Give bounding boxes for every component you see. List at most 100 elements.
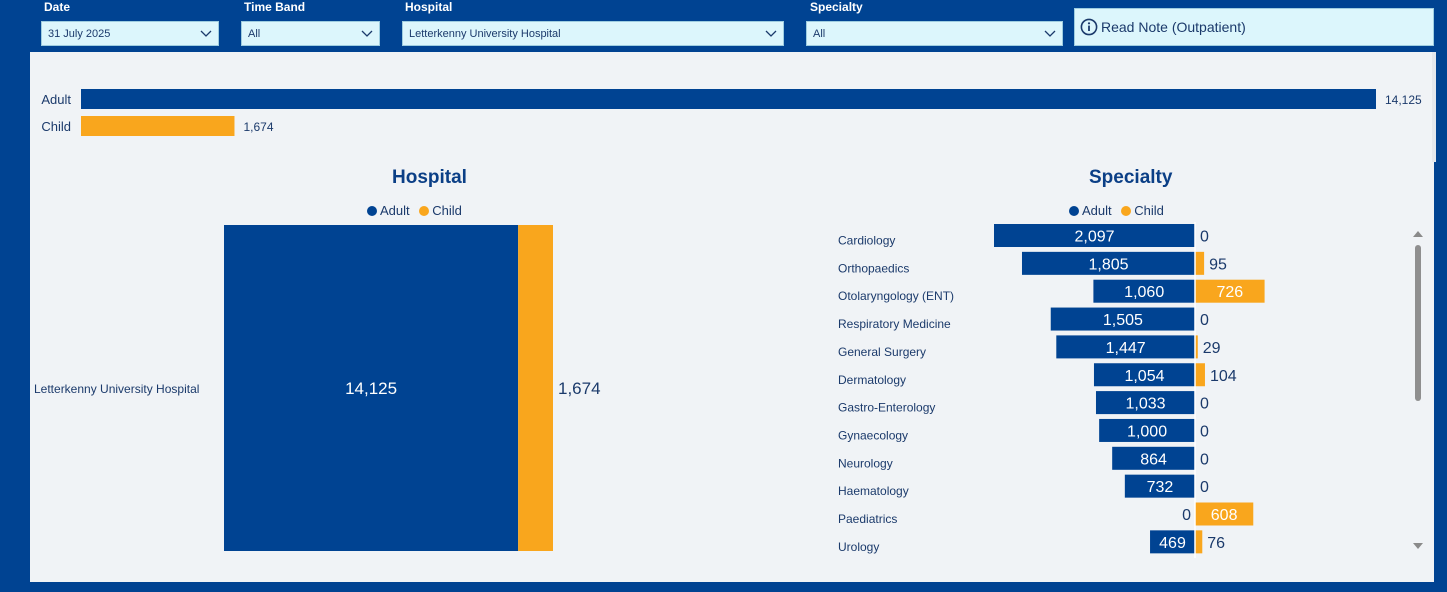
specialty-child-value-label: 0: [1200, 312, 1209, 329]
time-band-dropdown[interactable]: All: [241, 21, 380, 46]
time-band-dropdown-value: All: [248, 28, 261, 40]
specialty-child-value-label: 104: [1210, 368, 1237, 385]
specialty-scrollbar[interactable]: [1410, 225, 1426, 555]
hospital-dropdown-value: Letterkenny University Hospital: [409, 28, 561, 40]
specialty-child-value-label: 0: [1200, 423, 1209, 440]
specialty-bar-child[interactable]: [1195, 502, 1254, 526]
hospital-adult-value-label: 14,125: [345, 379, 397, 398]
specialty-bar-adult[interactable]: [1093, 279, 1195, 303]
specialty-bar-adult[interactable]: [1056, 335, 1195, 359]
specialty-adult-value-label: 1,447: [1106, 340, 1146, 357]
summary-category-label: Adult: [41, 92, 71, 107]
specialty-chart-title: Specialty: [1089, 167, 1173, 188]
scroll-up-icon[interactable]: [1413, 231, 1423, 237]
specialty-category-label: Haematology: [838, 484, 909, 498]
filter-date: Date: [44, 0, 70, 18]
specialty-bar-adult[interactable]: [1150, 530, 1195, 554]
legend-child-label: Child: [1134, 203, 1164, 218]
legend-child-dot: [419, 206, 430, 216]
specialty-adult-value-label: 1,033: [1125, 396, 1165, 413]
specialty-bar-child[interactable]: [1195, 530, 1203, 554]
date-dropdown[interactable]: 31 July 2025: [41, 21, 219, 46]
filter-time-band-label: Time Band: [244, 0, 306, 14]
specialty-dropdown-value: All: [813, 28, 826, 40]
info-icon: [1080, 18, 1098, 36]
specialty-child-value-label: 0: [1200, 479, 1209, 496]
hospital-dropdown[interactable]: Letterkenny University Hospital: [402, 21, 784, 46]
summary-bar-chart: Adult 14,125 Child 1,674: [41, 89, 1422, 136]
specialty-category-label: Gastro-Enterology: [838, 401, 935, 415]
specialty-category-label: Cardiology: [838, 234, 895, 248]
specialty-child-value-label: 0: [1200, 396, 1209, 413]
specialty-bar-child[interactable]: [1195, 251, 1205, 275]
specialty-bar-adult[interactable]: [1021, 251, 1195, 275]
specialty-bar-child[interactable]: [1195, 335, 1198, 359]
hospital-bar-adult[interactable]: [224, 225, 519, 551]
specialty-bar-child[interactable]: [1195, 279, 1265, 303]
hospital-category-label: Letterkenny University Hospital: [34, 382, 199, 396]
panel-edge: [1432, 52, 1436, 162]
legend-child-dot: [1121, 206, 1132, 216]
specialty-child-value-label: 726: [1216, 284, 1243, 301]
specialty-bar-adult[interactable]: [1112, 446, 1195, 470]
specialty-adult-value-label: 1,000: [1127, 423, 1167, 440]
specialty-bar-adult[interactable]: [1095, 391, 1195, 415]
specialty-adult-value-label: 469: [1159, 535, 1186, 552]
hospital-stacked-chart: Letterkenny University Hospital 14,125 1,6…: [34, 225, 601, 551]
chevron-down-icon: [361, 30, 373, 37]
hospital-chart-legend: Adult Child: [367, 203, 462, 218]
specialty-diverging-chart: Cardiology 2,097 0 Orthopaedics 1,805 95 Otola…: [838, 222, 1265, 558]
specialty-bar-adult[interactable]: [1093, 363, 1195, 387]
legend-adult-dot: [1069, 206, 1079, 216]
specialty-dropdown[interactable]: All: [806, 21, 1063, 46]
chevron-down-icon: [1044, 30, 1056, 37]
summary-value-label: 14,125: [1385, 93, 1422, 107]
specialty-adult-value-label: 732: [1147, 479, 1174, 496]
specialty-category-label: Orthopaedics: [838, 261, 909, 275]
specialty-adult-value-label: 864: [1140, 451, 1167, 468]
filter-hospital: Hospital: [405, 0, 452, 18]
summary-value-label: 1,674: [243, 120, 273, 134]
specialty-category-label: General Surgery: [838, 345, 926, 359]
filter-hospital-label: Hospital: [405, 0, 453, 14]
specialty-bar-adult[interactable]: [994, 224, 1195, 247]
specialty-adult-value-label: 1,805: [1088, 256, 1128, 273]
specialty-category-label: Otolaryngology (ENT): [838, 289, 954, 303]
specialty-bar-adult[interactable]: [1050, 307, 1195, 331]
specialty-category-label: Gynaecology: [838, 428, 908, 442]
filter-time-band: Time Band: [244, 0, 305, 18]
specialty-adult-value-label: 1,060: [1124, 284, 1164, 301]
legend-adult-label: Adult: [380, 203, 410, 218]
specialty-child-value-label: 76: [1207, 535, 1225, 552]
specialty-chart-legend: Adult Child: [1069, 203, 1164, 218]
specialty-child-value-label: 29: [1203, 340, 1221, 357]
specialty-child-value-label: 608: [1211, 507, 1238, 524]
specialty-child-value-label: 0: [1200, 451, 1209, 468]
hospital-child-value-label: 1,674: [558, 379, 601, 398]
scroll-down-icon[interactable]: [1413, 543, 1423, 549]
specialty-bar-adult[interactable]: [1099, 418, 1195, 442]
specialty-bar-child[interactable]: [1195, 363, 1205, 387]
specialty-category-label: Neurology: [838, 456, 893, 470]
specialty-adult-value-label: 1,054: [1124, 368, 1164, 385]
specialty-child-value-label: 95: [1209, 256, 1227, 273]
filter-date-label: Date: [44, 0, 71, 14]
read-note-label: Read Note (Outpatient): [1101, 19, 1246, 35]
summary-bar-adult[interactable]: [81, 89, 1376, 109]
specialty-adult-value-label: 2,097: [1074, 229, 1114, 246]
specialty-bar-adult[interactable]: [1124, 474, 1195, 498]
scrollbar-thumb[interactable]: [1415, 245, 1421, 401]
chevron-down-icon: [200, 30, 212, 37]
legend-child-label: Child: [432, 203, 462, 218]
specialty-category-label: Dermatology: [838, 373, 906, 387]
read-note-button[interactable]: Read Note (Outpatient): [1074, 8, 1434, 46]
summary-bar-child[interactable]: [81, 116, 235, 136]
specialty-child-value-label: 0: [1200, 229, 1209, 246]
specialty-category-label: Respiratory Medicine: [838, 317, 951, 331]
specialty-category-label: Urology: [838, 540, 879, 554]
specialty-adult-value-label: 0: [1182, 507, 1191, 524]
hospital-bar-child[interactable]: [518, 225, 553, 551]
legend-adult-dot: [367, 206, 377, 216]
filter-specialty-label: Specialty: [810, 0, 863, 14]
date-dropdown-value: 31 July 2025: [48, 28, 111, 40]
